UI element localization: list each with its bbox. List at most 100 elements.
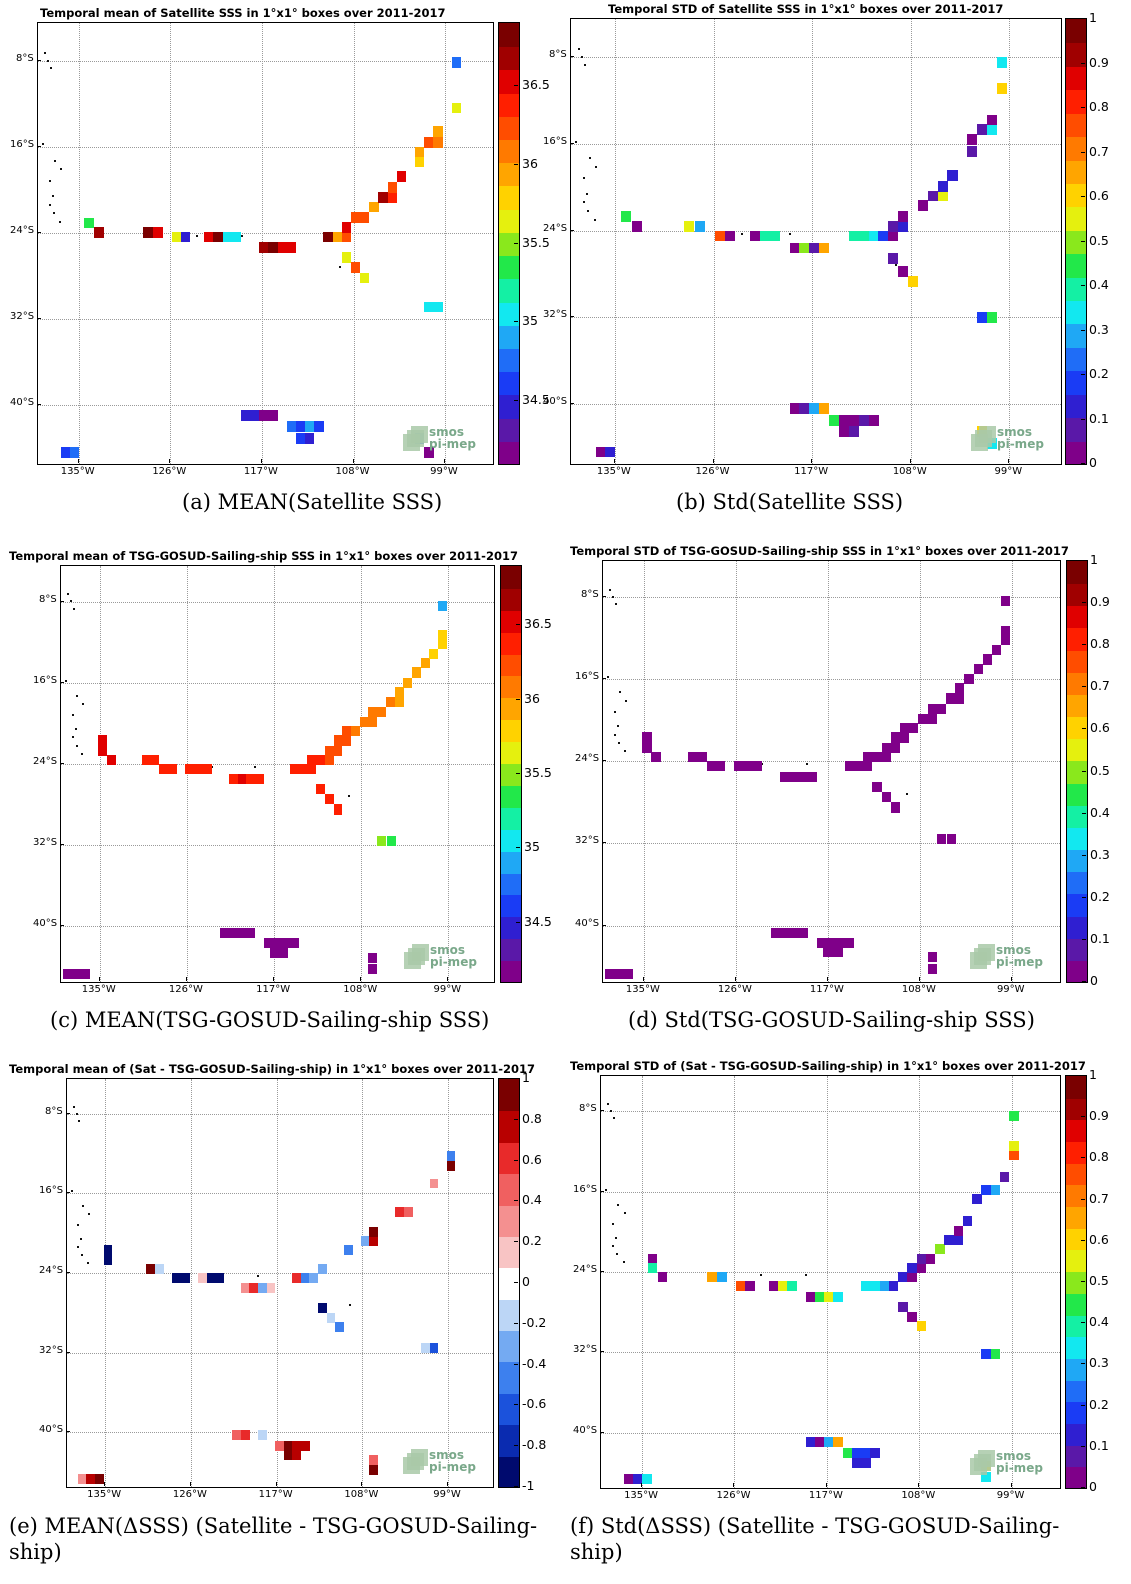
panel-5-y-tick-label: 32°S — [39, 1344, 64, 1356]
panel-2-gridline-h — [571, 317, 1061, 319]
panel-6-data-cell — [981, 1471, 991, 1482]
panel-2-colorbar-tick-label: 0.9 — [1089, 54, 1109, 70]
panel-3-gridline-h — [61, 682, 494, 684]
panel-6-colorbar-tick-label: 0.9 — [1089, 1108, 1109, 1124]
panel-2-caption: (b) Std(Satellite SSS) — [676, 490, 904, 514]
panel-4-data-cell — [734, 761, 744, 772]
panel-3-data-cell — [72, 968, 81, 979]
panel-6-data-cell — [647, 1262, 658, 1273]
panel-6-x-tick-label: 99°W — [996, 1490, 1025, 1501]
panel-6-colorbar-tick — [1081, 1363, 1085, 1365]
panel-4-colorbar-tick — [1082, 644, 1086, 646]
panel-4-colorbar-tick — [1082, 560, 1086, 561]
panel-3-data-cell — [385, 696, 395, 707]
panel-6-data-cell — [898, 1271, 908, 1282]
panel-4-data-cell — [780, 927, 790, 938]
panel-6-gridline-h — [601, 1352, 1060, 1354]
panel-3-caption: (c) MEAN(TSG-GOSUD-Sailing-ship SSS) — [50, 1008, 490, 1032]
panel-4-island-speck — [614, 733, 617, 736]
panel-3-island-speck — [347, 795, 350, 798]
panel-2-colorbar-segment — [1066, 417, 1086, 442]
panel-5-data-cell — [197, 1273, 207, 1283]
panel-6-gridline-v — [1011, 1076, 1013, 1488]
panel-5-x-tick-label: 99°W — [433, 1489, 461, 1500]
panel-3-data-cell — [263, 938, 273, 949]
panel-5-island-speck — [256, 1275, 259, 1278]
panel-4-data-cell — [823, 947, 833, 958]
panel-1-colorbar-segment — [499, 231, 519, 257]
panel-6-gridline-v — [826, 1076, 828, 1488]
panel-1-gridline-h — [38, 146, 493, 148]
panel-6-island-speck — [612, 1244, 615, 1247]
panel-6-colorbar-segment — [1066, 1336, 1086, 1359]
panel-1-data-cell — [341, 222, 352, 233]
panel-4-map: smos pi-mep — [602, 560, 1061, 983]
panel-6-data-cell — [907, 1271, 917, 1282]
panel-2-data-cell — [937, 190, 948, 202]
panel-2-data-cell — [809, 403, 820, 415]
panel-1-colorbar-segment — [499, 301, 519, 326]
panel-2-gridline-v — [812, 19, 814, 464]
panel-2-data-cell — [996, 83, 1007, 94]
panel-1-data-cell — [433, 301, 443, 313]
panel-2-colorbar-segment — [1066, 182, 1086, 208]
panel-6-colorbar-tick-label: 0 — [1089, 1479, 1097, 1494]
panel-3-colorbar-tick — [516, 847, 520, 849]
panel-3-data-cell — [290, 938, 299, 949]
panel-4-data-cell — [863, 752, 873, 763]
panel-6-colorbar-tick — [1081, 1075, 1085, 1076]
panel-6-data-cell — [833, 1292, 843, 1303]
panel-3-data-cell — [194, 763, 203, 774]
panel-1-island-speck — [60, 168, 63, 171]
panel-5-gridline-v — [362, 1079, 364, 1487]
panel-6-data-cell — [861, 1457, 871, 1468]
panel-3-colorbar — [500, 565, 522, 983]
panel-4-colorbar-segment — [1067, 583, 1087, 607]
panel-2-y-tick — [570, 142, 574, 144]
panel-2-colorbar-tick-label: 0.6 — [1089, 188, 1109, 203]
panel-6-data-cell — [707, 1271, 717, 1282]
panel-3-data-cell — [220, 928, 230, 939]
panel-5-island-speck — [349, 1303, 352, 1306]
panel-1-y-tick — [37, 231, 41, 233]
panel-1-data-cell — [451, 57, 462, 69]
panel-5-island-speck — [78, 1119, 81, 1122]
panel-1-gridline-v — [170, 23, 172, 464]
panel-4-x-tick — [642, 977, 644, 981]
panel-6-x-tick-label: 117°W — [808, 1490, 843, 1501]
panel-1-data-cell — [171, 231, 182, 243]
panel-6-gridline-v — [919, 1076, 921, 1488]
panel-1-data-cell — [277, 242, 287, 254]
panel-2-data-cell — [858, 415, 869, 426]
panel-4-island-speck — [806, 763, 809, 766]
panel-2-island-speck — [895, 264, 898, 267]
panel-4-colorbar-segment — [1067, 849, 1087, 873]
panel-1-colorbar-segment — [499, 69, 519, 94]
panel-2-colorbar-segment — [1066, 440, 1086, 464]
panel-1-data-cell — [204, 231, 214, 243]
panel-4-island-speck — [615, 603, 618, 606]
panel-3-title: Temporal mean of TSG-GOSUD-Sailing-ship … — [9, 549, 518, 563]
panel-4-colorbar-tick — [1082, 981, 1086, 982]
panel-4-island-speck — [612, 595, 615, 598]
panel-2-data-cell — [937, 180, 948, 192]
panel-3-data-cell — [228, 928, 238, 939]
panel-1-island-speck — [44, 52, 47, 55]
panel-2-island-speck — [583, 177, 586, 180]
panel-5-data-cell — [395, 1207, 404, 1218]
panel-2-data-cell — [967, 146, 978, 157]
panel-4-island-speck — [618, 741, 621, 744]
panel-6-data-cell — [990, 1184, 1001, 1195]
panel-5-colorbar-segment — [499, 1392, 519, 1426]
panel-4-data-cell — [623, 968, 634, 979]
panel-6-colorbar-tick — [1081, 1116, 1085, 1118]
panel-5-x-tick-label: 135°W — [87, 1489, 122, 1500]
panel-6-island-speck — [805, 1273, 808, 1276]
panel-1-x-tick — [169, 459, 171, 463]
panel-2-colorbar-segment — [1066, 370, 1086, 395]
panel-5-colorbar-segment — [499, 1361, 519, 1394]
panel-4-data-cell — [844, 761, 855, 772]
panel-5-colorbar-tick — [514, 1322, 518, 1324]
panel-2-island-speck — [740, 232, 743, 235]
panel-6-colorbar-segment — [1066, 1444, 1086, 1468]
